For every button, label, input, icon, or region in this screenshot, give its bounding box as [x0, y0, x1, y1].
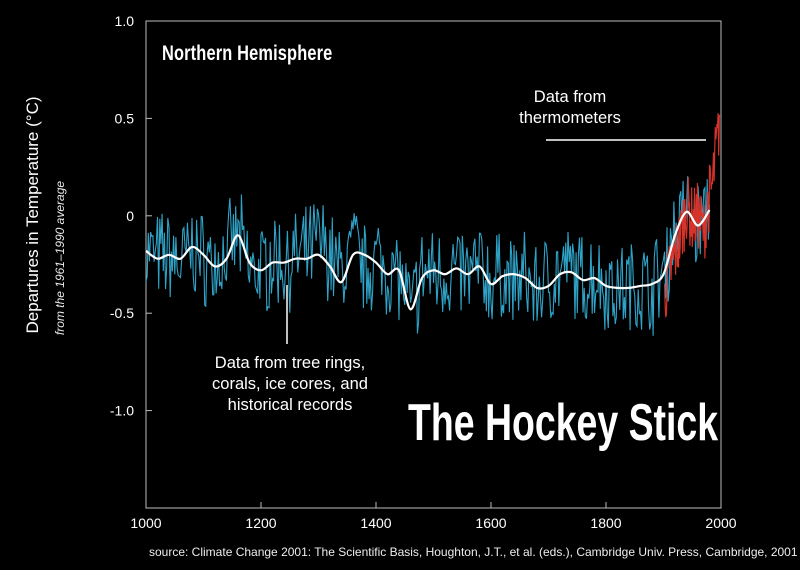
y-axis-sublabel: from the 1961–1990 average	[53, 180, 67, 336]
thermometer-series	[664, 113, 721, 318]
y-tick-label: 0.5	[115, 110, 135, 126]
proxy-line	[145, 176, 711, 336]
y-axis-ticks: 1.0 0.5 0 -0.5 -1.0	[110, 13, 152, 419]
thermometer-line	[664, 113, 721, 318]
y-tick-label: -0.5	[110, 305, 134, 321]
y-tick-label: -1.0	[110, 403, 134, 419]
x-tick-label: 1000	[130, 515, 161, 531]
x-tick-label: 1200	[245, 515, 276, 531]
proxy-annotation-line-3: historical records	[227, 396, 353, 414]
headline: The Hockey Stick	[408, 394, 719, 452]
smoothed-line	[145, 209, 711, 311]
thermometer-annotation: Data from thermometers	[519, 88, 621, 127]
source-citation: source: Climate Change 2001: The Scienti…	[149, 545, 798, 559]
x-tick-label: 1400	[360, 515, 391, 531]
proxy-annotation-line-1: Data from tree rings,	[214, 354, 366, 372]
plot-frame	[145, 20, 722, 509]
y-tick-label: 1.0	[115, 13, 135, 29]
chart-title: Northern Hemisphere	[162, 42, 333, 65]
proxy-series	[145, 176, 711, 336]
y-tick-label: 0	[126, 208, 134, 224]
x-axis-ticks: 1000 1200 1400 1600 1800 2000	[130, 502, 737, 531]
x-tick-label: 1800	[590, 515, 621, 531]
smoothed-series	[145, 209, 711, 311]
y-axis-label: Departures in Temperature (°C)	[23, 96, 42, 334]
proxy-annotation: Data from tree rings, corals, ice cores,…	[180, 353, 400, 416]
proxy-annotation-line-2: corals, ice cores, and	[212, 375, 368, 393]
x-tick-label: 2000	[705, 515, 736, 531]
x-tick-label: 1600	[475, 515, 506, 531]
